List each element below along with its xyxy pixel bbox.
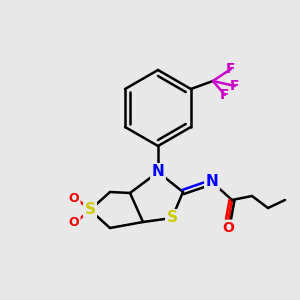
Text: O: O: [69, 215, 79, 229]
Text: F: F: [220, 88, 230, 102]
Text: N: N: [152, 164, 164, 179]
Text: O: O: [222, 221, 234, 235]
Text: F: F: [230, 79, 240, 93]
Text: S: S: [167, 211, 178, 226]
Text: N: N: [206, 175, 218, 190]
Text: F: F: [226, 62, 236, 76]
Text: O: O: [69, 191, 79, 205]
Text: S: S: [85, 202, 95, 217]
